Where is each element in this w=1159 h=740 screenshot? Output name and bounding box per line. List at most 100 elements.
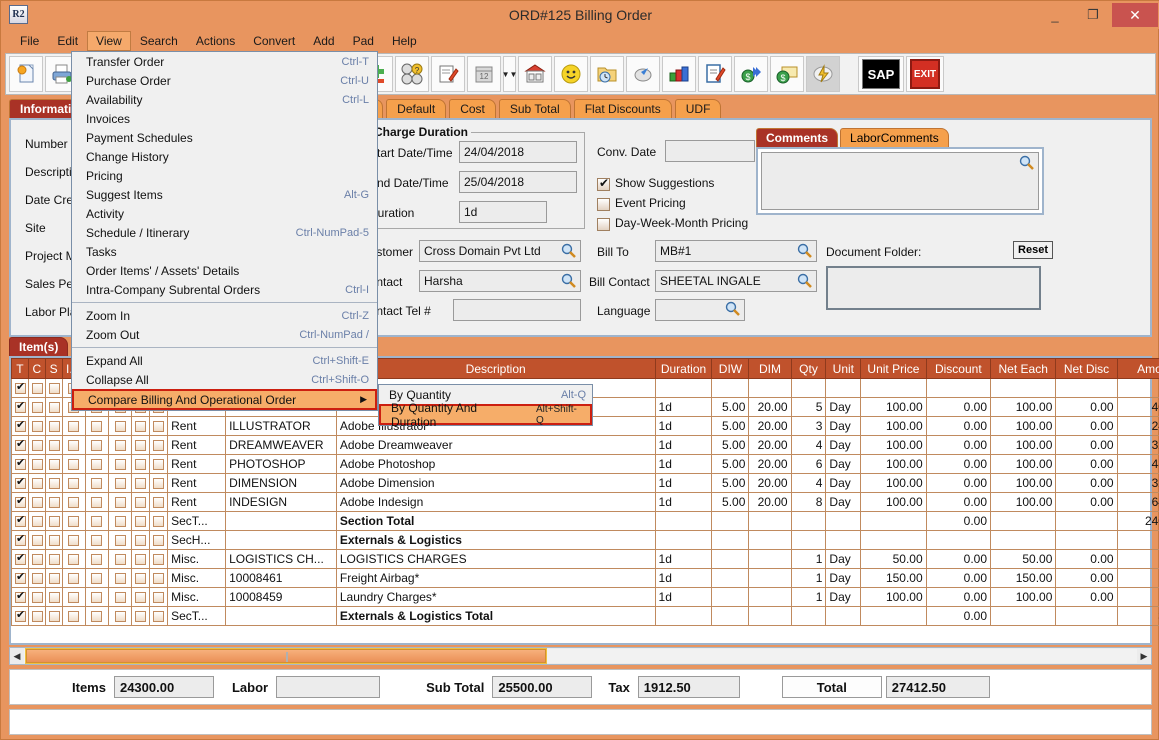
row-unit-price[interactable]: 100.00: [860, 473, 927, 493]
row-unit-price[interactable]: 100.00: [860, 587, 927, 607]
menu-item-availability[interactable]: Availability Ctrl-L: [72, 90, 377, 109]
row-checkbox-cell[interactable]: [108, 568, 133, 588]
row-checkbox-cell[interactable]: [108, 492, 133, 512]
menu-search[interactable]: Search: [139, 34, 178, 48]
row-code[interactable]: 10008459: [225, 587, 337, 607]
close-button[interactable]: ✕: [1112, 3, 1158, 27]
language-search-icon[interactable]: [725, 301, 741, 317]
row-dim[interactable]: 20.00: [748, 416, 792, 436]
menu-item-order-items-assets-details[interactable]: Order Items' / Assets' Details: [72, 261, 377, 280]
row-net-each[interactable]: 100.00: [989, 587, 1057, 607]
row-net-each[interactable]: [989, 530, 1057, 550]
scroll-track[interactable]: [24, 648, 1137, 664]
row-amount[interactable]: 4000.00: [1116, 397, 1159, 417]
col-discount[interactable]: Discount: [925, 358, 992, 379]
row-checkbox-cell[interactable]: [131, 416, 151, 436]
row-flag-checkbox[interactable]: [31, 535, 43, 547]
row-select-checkbox[interactable]: [15, 456, 26, 471]
row-dim[interactable]: 20.00: [748, 435, 792, 455]
row-qty[interactable]: 1: [790, 587, 827, 607]
row-checkbox-cell[interactable]: [44, 568, 63, 588]
row-discount[interactable]: 0.00: [925, 568, 992, 588]
row-duration[interactable]: [654, 511, 713, 531]
row-code[interactable]: [225, 606, 337, 626]
bill-to-search-icon[interactable]: [797, 243, 813, 259]
row-code[interactable]: [225, 530, 337, 550]
row-checkbox-cell[interactable]: [11, 568, 29, 588]
row-flag-checkbox[interactable]: [114, 478, 126, 490]
row-checkbox-cell[interactable]: [44, 606, 63, 626]
row-duration[interactable]: [654, 378, 713, 398]
row-discount[interactable]: 0.00: [925, 454, 992, 474]
row-checkbox-cell[interactable]: [84, 568, 110, 588]
row-discount[interactable]: 0.00: [925, 511, 992, 531]
row-flag-checkbox[interactable]: [114, 592, 126, 604]
row-checkbox-cell[interactable]: [44, 587, 63, 607]
row-diw[interactable]: [711, 530, 750, 550]
row-checkbox-cell[interactable]: [149, 606, 169, 626]
bill-contact-search-icon[interactable]: [797, 273, 813, 289]
row-diw[interactable]: [711, 378, 750, 398]
comments-textarea[interactable]: [761, 152, 1039, 210]
menu-item-change-history[interactable]: Change History: [72, 147, 377, 166]
row-amount[interactable]: 3200.00: [1116, 435, 1159, 455]
menu-convert[interactable]: Convert: [253, 34, 296, 48]
row-select-checkbox[interactable]: [15, 532, 26, 547]
row-type[interactable]: Misc.: [167, 587, 227, 607]
row-checkbox-cell[interactable]: [84, 492, 110, 512]
row-type[interactable]: SecT...: [167, 511, 227, 531]
row-unit[interactable]: [825, 378, 862, 398]
row-flag-checkbox[interactable]: [153, 516, 165, 528]
row-code[interactable]: DIMENSION: [225, 473, 337, 493]
row-checkbox-cell[interactable]: [27, 587, 46, 607]
row-type[interactable]: Rent: [167, 473, 227, 493]
row-checkbox-cell[interactable]: [108, 454, 133, 474]
row-flag-checkbox[interactable]: [135, 554, 147, 566]
row-flag-checkbox[interactable]: [135, 592, 147, 604]
row-type[interactable]: Rent: [167, 454, 227, 474]
row-duration[interactable]: 1d: [654, 416, 713, 436]
row-net-disc[interactable]: 0.00: [1055, 416, 1118, 436]
row-flag-checkbox[interactable]: [31, 421, 43, 433]
row-net-disc[interactable]: [1055, 511, 1118, 531]
row-discount[interactable]: [925, 530, 992, 550]
row-flag-checkbox[interactable]: [135, 516, 147, 528]
row-duration[interactable]: 1d: [654, 454, 713, 474]
row-unit[interactable]: Day: [825, 397, 862, 417]
row-diw[interactable]: [711, 587, 750, 607]
row-net-each[interactable]: 150.00: [989, 568, 1057, 588]
row-discount[interactable]: 0.00: [925, 549, 992, 569]
row-description[interactable]: Adobe Dimension: [335, 473, 656, 493]
row-flag-checkbox[interactable]: [91, 478, 103, 490]
row-discount[interactable]: 0.00: [925, 416, 992, 436]
row-description[interactable]: Externals & Logistics Total: [335, 606, 656, 626]
row-checkbox-cell[interactable]: [149, 473, 169, 493]
row-checkbox-cell[interactable]: [44, 473, 63, 493]
row-net-disc[interactable]: 0.00: [1055, 473, 1118, 493]
row-flag-checkbox[interactable]: [48, 402, 60, 414]
row-flag-checkbox[interactable]: [153, 478, 165, 490]
row-amount[interactable]: 100.00: [1116, 587, 1159, 607]
row-checkbox-cell[interactable]: [61, 473, 86, 493]
row-checkbox-cell[interactable]: [149, 492, 169, 512]
exit-button[interactable]: EXIT: [906, 56, 944, 92]
row-diw[interactable]: 5.00: [711, 492, 750, 512]
row-unit[interactable]: Day: [825, 568, 862, 588]
row-flag-checkbox[interactable]: [48, 459, 60, 471]
col-net-disc[interactable]: Net Disc: [1055, 358, 1118, 379]
row-net-disc[interactable]: 0.00: [1055, 492, 1118, 512]
row-code[interactable]: PHOTOSHOP: [225, 454, 337, 474]
customer-field[interactable]: Cross Domain Pvt Ltd: [419, 240, 581, 262]
row-flag-checkbox[interactable]: [114, 611, 126, 623]
row-net-each[interactable]: 100.00: [989, 454, 1057, 474]
row-amount[interactable]: 4800.00: [1116, 454, 1159, 474]
form-edit-icon[interactable]: [698, 56, 732, 92]
row-net-disc[interactable]: 0.00: [1055, 549, 1118, 569]
row-flag-checkbox[interactable]: [153, 440, 165, 452]
row-flag-checkbox[interactable]: [135, 421, 147, 433]
row-flag-checkbox[interactable]: [114, 459, 126, 471]
row-flag-checkbox[interactable]: [68, 611, 80, 623]
row-qty[interactable]: 6: [790, 454, 827, 474]
total-field[interactable]: 27412.50: [885, 676, 990, 698]
